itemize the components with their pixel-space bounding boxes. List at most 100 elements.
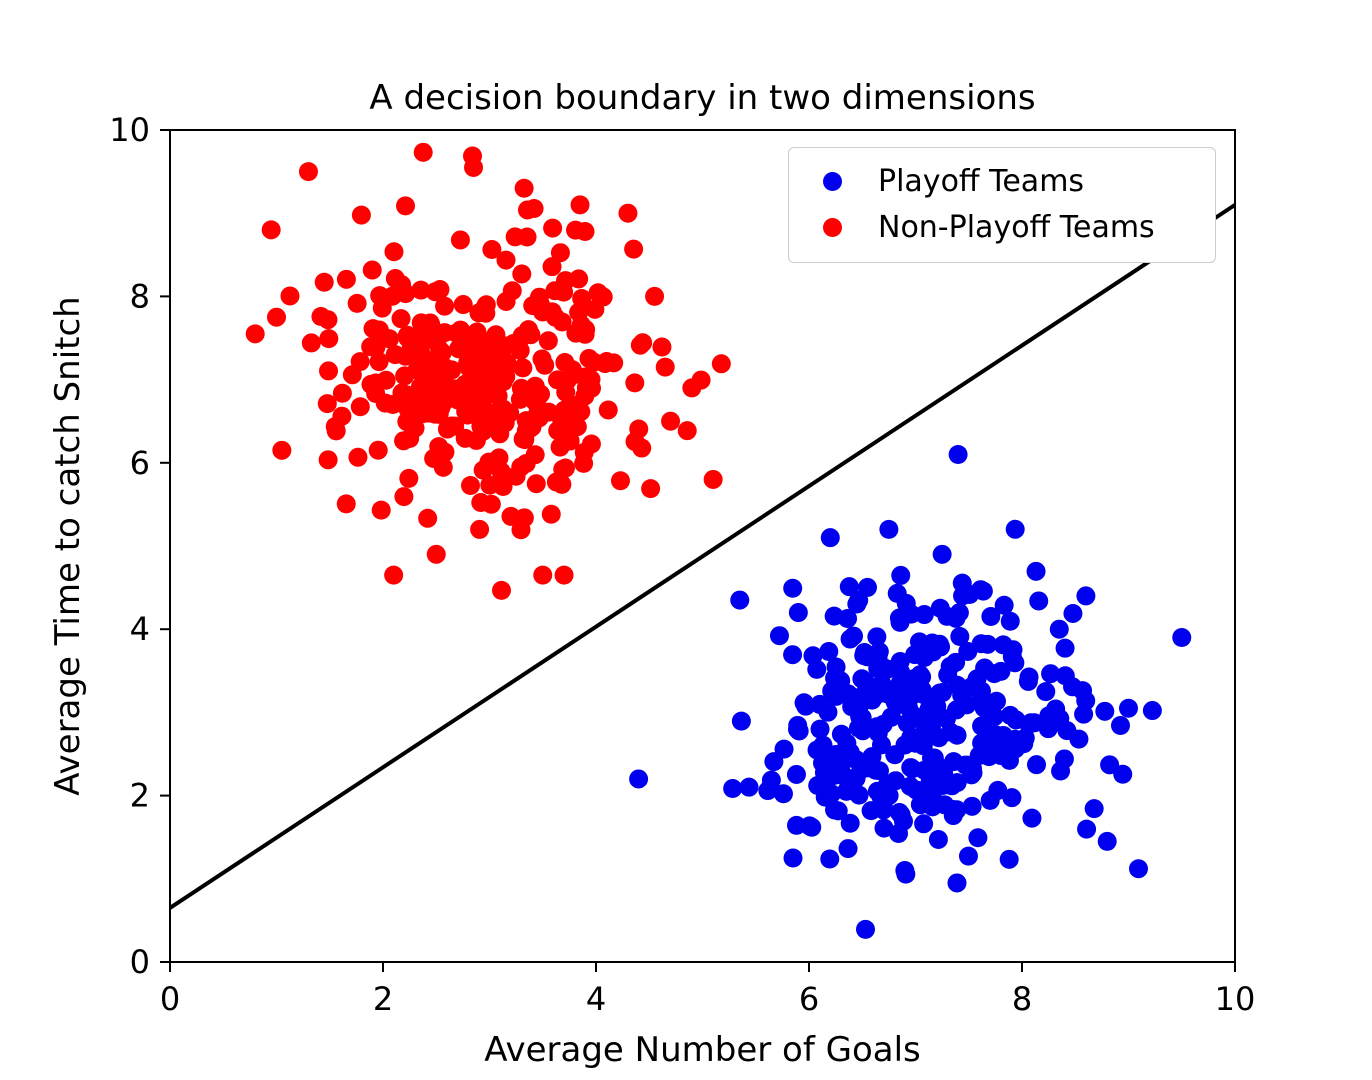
data-point	[491, 580, 511, 600]
data-point	[703, 469, 723, 489]
data-point	[1055, 638, 1075, 658]
data-point	[807, 659, 827, 679]
data-point	[901, 730, 921, 750]
data-point	[837, 733, 857, 753]
data-point	[496, 367, 516, 387]
data-point	[426, 544, 446, 564]
data-point	[431, 398, 451, 418]
data-point	[411, 280, 431, 300]
data-point	[475, 298, 495, 318]
legend-marker-playoff-icon	[823, 171, 842, 191]
data-point	[818, 702, 838, 722]
scatter-series-playoff-teams	[629, 444, 1192, 939]
data-point	[618, 203, 638, 223]
data-point	[890, 652, 910, 672]
data-point	[856, 919, 876, 939]
data-point	[1005, 729, 1025, 749]
data-point	[652, 337, 672, 357]
data-point	[810, 719, 830, 739]
data-point	[392, 275, 412, 295]
data-point	[1069, 729, 1089, 749]
data-point	[905, 645, 925, 665]
data-point	[369, 352, 389, 372]
data-point	[556, 271, 576, 291]
data-point	[380, 329, 400, 349]
data-point	[1076, 586, 1096, 606]
data-point	[317, 394, 337, 414]
data-point	[413, 142, 433, 162]
data-point	[372, 298, 392, 318]
data-point	[512, 264, 532, 284]
data-point	[361, 337, 381, 357]
data-point	[1041, 664, 1061, 684]
data-point	[318, 450, 338, 470]
axes-frame	[169, 129, 1236, 963]
data-point	[838, 608, 858, 628]
data-point	[550, 437, 570, 457]
data-point	[319, 361, 339, 381]
data-point	[336, 494, 356, 514]
data-point	[570, 195, 590, 215]
data-point	[385, 345, 405, 365]
data-point	[873, 796, 893, 816]
data-point	[368, 440, 388, 460]
chart-title: A decision boundary in two dimensions	[369, 78, 1036, 118]
data-point	[566, 220, 586, 240]
data-point	[525, 376, 545, 396]
data-point	[958, 846, 978, 866]
data-point	[553, 459, 573, 479]
data-point	[1076, 691, 1096, 711]
data-point	[550, 243, 570, 263]
data-point	[574, 442, 594, 462]
data-point	[501, 506, 521, 526]
data-point	[571, 315, 591, 335]
data-point	[852, 708, 872, 728]
data-point	[480, 475, 500, 495]
data-point	[826, 686, 846, 706]
data-point	[1077, 819, 1097, 839]
data-point	[855, 642, 875, 662]
data-point	[730, 590, 750, 610]
data-point	[629, 769, 649, 789]
data-point	[625, 432, 645, 452]
data-point	[319, 329, 339, 349]
data-point	[384, 565, 404, 585]
data-point	[819, 642, 839, 662]
data-point	[420, 313, 440, 333]
data-point	[957, 695, 977, 715]
data-point	[761, 770, 781, 790]
data-point	[921, 748, 941, 768]
data-point	[739, 777, 759, 797]
data-point	[362, 260, 382, 280]
legend-marker-non-playoff-icon	[823, 217, 842, 237]
data-point	[460, 476, 480, 496]
data-point	[533, 565, 553, 585]
data-point	[588, 283, 608, 303]
data-point	[433, 457, 453, 477]
data-point	[839, 577, 859, 597]
data-point	[510, 340, 530, 360]
data-point	[350, 352, 370, 372]
data-point	[764, 752, 784, 772]
data-point	[437, 419, 457, 439]
data-point	[893, 811, 913, 831]
data-point	[267, 307, 286, 327]
data-point	[813, 753, 832, 773]
data-point	[348, 447, 368, 467]
data-point	[1063, 603, 1083, 623]
data-point	[980, 790, 1000, 810]
scatter-series-non-playoff-teams	[245, 142, 731, 600]
data-point	[1110, 716, 1130, 736]
data-point	[539, 402, 559, 422]
data-point	[661, 411, 681, 431]
data-point	[496, 250, 516, 270]
data-point	[1005, 519, 1025, 539]
data-point	[723, 778, 743, 798]
data-point	[523, 296, 543, 316]
data-point	[1097, 831, 1117, 851]
y-tick-label: 2	[130, 777, 150, 815]
y-tick-label: 6	[130, 444, 150, 482]
data-point	[532, 349, 552, 369]
data-point	[1026, 561, 1046, 581]
